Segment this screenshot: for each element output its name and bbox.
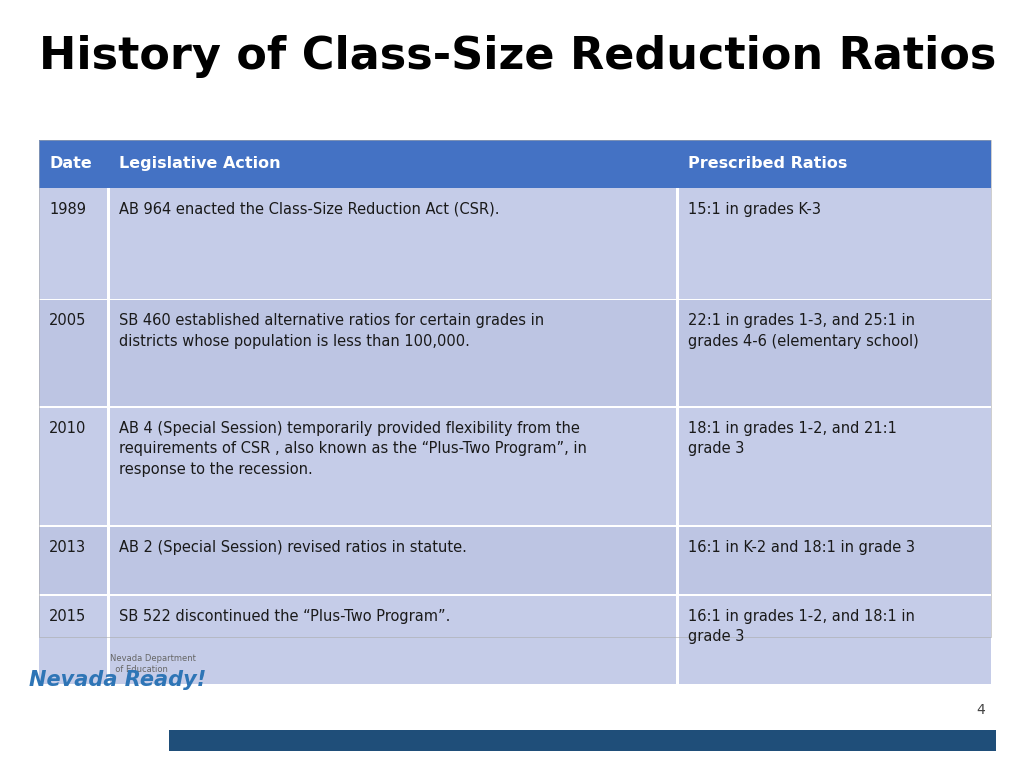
Bar — [39, 594, 991, 596]
Text: SB 460 established alternative ratios for certain grades in
districts whose popu: SB 460 established alternative ratios fo… — [119, 313, 544, 349]
Bar — [677, 407, 680, 526]
Bar — [106, 140, 110, 188]
Bar — [106, 407, 110, 526]
Bar — [39, 525, 991, 527]
Text: 1989: 1989 — [49, 202, 86, 217]
Bar — [39, 406, 991, 408]
Bar — [677, 140, 680, 188]
Text: 22:1 in grades 1-3, and 25:1 in
grades 4-6 (elementary school): 22:1 in grades 1-3, and 25:1 in grades 4… — [688, 313, 919, 349]
Text: 16:1 in K-2 and 18:1 in grade 3: 16:1 in K-2 and 18:1 in grade 3 — [688, 540, 915, 555]
Text: Prescribed Ratios: Prescribed Ratios — [688, 157, 848, 171]
Text: 15:1 in grades K-3: 15:1 in grades K-3 — [688, 202, 821, 217]
Text: 16:1 in grades 1-2, and 18:1 in
grade 3: 16:1 in grades 1-2, and 18:1 in grade 3 — [688, 609, 915, 644]
Bar — [106, 300, 110, 407]
Text: Legislative Action: Legislative Action — [119, 157, 281, 171]
Bar — [677, 595, 680, 684]
Text: Nevada Department
  of Education: Nevada Department of Education — [110, 654, 196, 674]
Bar — [106, 188, 110, 300]
Bar — [106, 595, 110, 684]
Bar — [39, 299, 991, 300]
Text: AB 2 (Special Session) revised ratios in statute.: AB 2 (Special Session) revised ratios in… — [119, 540, 467, 555]
Text: Date: Date — [49, 157, 92, 171]
Bar — [677, 188, 680, 300]
Bar — [39, 407, 991, 526]
Bar — [39, 526, 991, 595]
Text: 2010: 2010 — [49, 421, 86, 436]
Bar — [39, 140, 991, 637]
Bar — [677, 300, 680, 407]
Text: AB 4 (Special Session) temporarily provided flexibility from the
requirements of: AB 4 (Special Session) temporarily provi… — [119, 421, 587, 477]
Text: History of Class-Size Reduction Ratios: History of Class-Size Reduction Ratios — [39, 35, 996, 78]
Text: 2015: 2015 — [49, 609, 86, 624]
Bar — [169, 730, 996, 751]
Text: 18:1 in grades 1-2, and 21:1
grade 3: 18:1 in grades 1-2, and 21:1 grade 3 — [688, 421, 897, 456]
Text: AB 964 enacted the Class-Size Reduction Act (CSR).: AB 964 enacted the Class-Size Reduction … — [119, 202, 499, 217]
Bar — [39, 595, 991, 684]
Bar — [39, 300, 991, 407]
Text: SB 522 discontinued the “Plus-Two Program”.: SB 522 discontinued the “Plus-Two Progra… — [119, 609, 450, 624]
Text: 2005: 2005 — [49, 313, 86, 329]
Text: 4: 4 — [976, 703, 985, 717]
Bar — [39, 188, 991, 300]
Bar — [39, 140, 991, 188]
Bar — [106, 526, 110, 595]
Bar — [677, 526, 680, 595]
Text: Nevada Ready!: Nevada Ready! — [29, 670, 206, 690]
Text: 2013: 2013 — [49, 540, 86, 555]
